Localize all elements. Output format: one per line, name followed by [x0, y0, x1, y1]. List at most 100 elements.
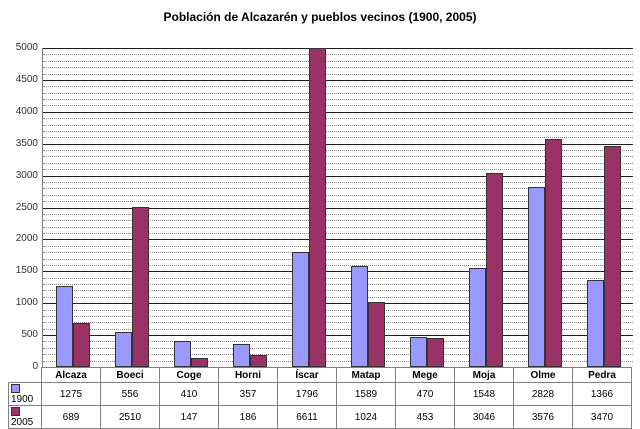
- gridline: [43, 328, 633, 330]
- table-cell: 410: [159, 382, 219, 406]
- gridline: [43, 258, 633, 260]
- table-cell: 1275: [41, 382, 101, 406]
- gridline: [43, 360, 633, 362]
- y-tick-label: 4000: [15, 105, 38, 117]
- gridline: [43, 130, 633, 132]
- bar-2005-Coge: [190, 357, 208, 367]
- bar-2005-Matap: [367, 301, 385, 367]
- gridline: [43, 156, 633, 158]
- bar-2005-Olme: [544, 138, 562, 367]
- gridline: [43, 335, 633, 337]
- category-label: Moja: [454, 367, 514, 383]
- y-tick-label: 4500: [15, 73, 38, 85]
- bar-1900-Alcaza: [55, 285, 73, 367]
- bar-1900-Pedra: [586, 279, 604, 367]
- category-label: Íscar: [277, 367, 337, 383]
- chart-title: Población de Alcazarén y pueblos vecinos…: [163, 10, 477, 24]
- gridline: [43, 54, 633, 56]
- table-cell: 1024: [336, 405, 396, 429]
- plot-area: [42, 48, 633, 367]
- table-cell: 6611: [277, 405, 337, 429]
- table-corner: [8, 367, 42, 383]
- gridline: [43, 150, 633, 152]
- bar-1900-Moja: [468, 268, 486, 367]
- legend-label: 1900: [11, 394, 34, 405]
- gridline: [43, 315, 633, 317]
- category-label: Coge: [159, 367, 219, 383]
- table-cell: 357: [218, 382, 278, 406]
- category-label: Mege: [395, 367, 455, 383]
- category-label: Pedra: [572, 367, 632, 383]
- legend-entry-1900: 1900: [8, 382, 42, 406]
- table-cell: 3046: [454, 405, 514, 429]
- table-cell: 147: [159, 405, 219, 429]
- bar-1900-Boeci: [114, 331, 132, 367]
- legend-swatch-icon: [11, 406, 20, 416]
- table-cell: 1366: [572, 382, 632, 406]
- table-cell: 1589: [336, 382, 396, 406]
- bar-1900-Coge: [173, 340, 191, 367]
- bar-2005-Moja: [485, 172, 503, 367]
- gridline: [43, 105, 633, 107]
- bar-2005-Alcaza: [72, 323, 90, 367]
- category-label: Horni: [218, 367, 278, 383]
- gridline: [43, 239, 633, 241]
- gridline: [43, 226, 633, 228]
- gridline: [43, 354, 633, 356]
- bar-1900-Horni: [232, 344, 250, 367]
- gridline: [43, 169, 633, 171]
- y-tick-label: 0: [32, 361, 38, 372]
- table-cell: 556: [100, 382, 160, 406]
- gridline: [43, 233, 633, 235]
- y-tick-label: 3500: [15, 137, 38, 149]
- gridline: [43, 194, 633, 196]
- gridline: [43, 309, 633, 311]
- gridline: [43, 99, 633, 101]
- y-tick-label: 3000: [15, 169, 38, 181]
- gridline: [43, 271, 633, 273]
- category-label: Boeci: [100, 367, 160, 383]
- category-label: Alcaza: [41, 367, 101, 383]
- gridline: [43, 296, 633, 298]
- y-tick-label: 2500: [15, 201, 38, 213]
- gridline: [43, 341, 633, 343]
- gridline: [43, 220, 633, 222]
- y-tick-label: 5000: [15, 42, 38, 53]
- category-label: Matap: [336, 367, 396, 383]
- gridline: [43, 181, 633, 183]
- bar-2005-Boeci: [131, 206, 149, 367]
- table-cell: 453: [395, 405, 455, 429]
- bar-2005-Pedra: [603, 145, 621, 367]
- gridline: [43, 118, 633, 120]
- gridline: [43, 67, 633, 69]
- table-cell: 689: [41, 405, 101, 429]
- legend-swatch-icon: [11, 383, 20, 393]
- gridline: [43, 92, 633, 94]
- legend-label: 2005: [11, 417, 34, 428]
- gridline: [43, 303, 633, 305]
- table-cell: 3576: [513, 405, 573, 429]
- bar-2005-Horni: [249, 355, 267, 367]
- y-tick-label: 2000: [15, 233, 38, 245]
- gridline: [43, 347, 633, 349]
- table-cell: 1548: [454, 382, 514, 406]
- gridline: [43, 143, 633, 145]
- bar-1900-Mege: [409, 337, 427, 367]
- table-cell: 2510: [100, 405, 160, 429]
- gridline: [43, 213, 633, 215]
- category-label: Olme: [513, 367, 573, 383]
- gridline: [43, 201, 633, 203]
- gridline: [43, 252, 633, 254]
- y-tick-label: 1500: [15, 265, 38, 277]
- y-tick-label: 500: [21, 329, 38, 341]
- gridline: [43, 322, 633, 324]
- gridline: [43, 207, 633, 209]
- gridline: [43, 175, 633, 177]
- table-cell: 3470: [572, 405, 632, 429]
- gridline: [43, 137, 633, 139]
- table-cell: 2828: [513, 382, 573, 406]
- gridline: [43, 290, 633, 292]
- bar-1900-Olme: [527, 186, 545, 367]
- table-cell: 186: [218, 405, 278, 429]
- gridline: [43, 162, 633, 164]
